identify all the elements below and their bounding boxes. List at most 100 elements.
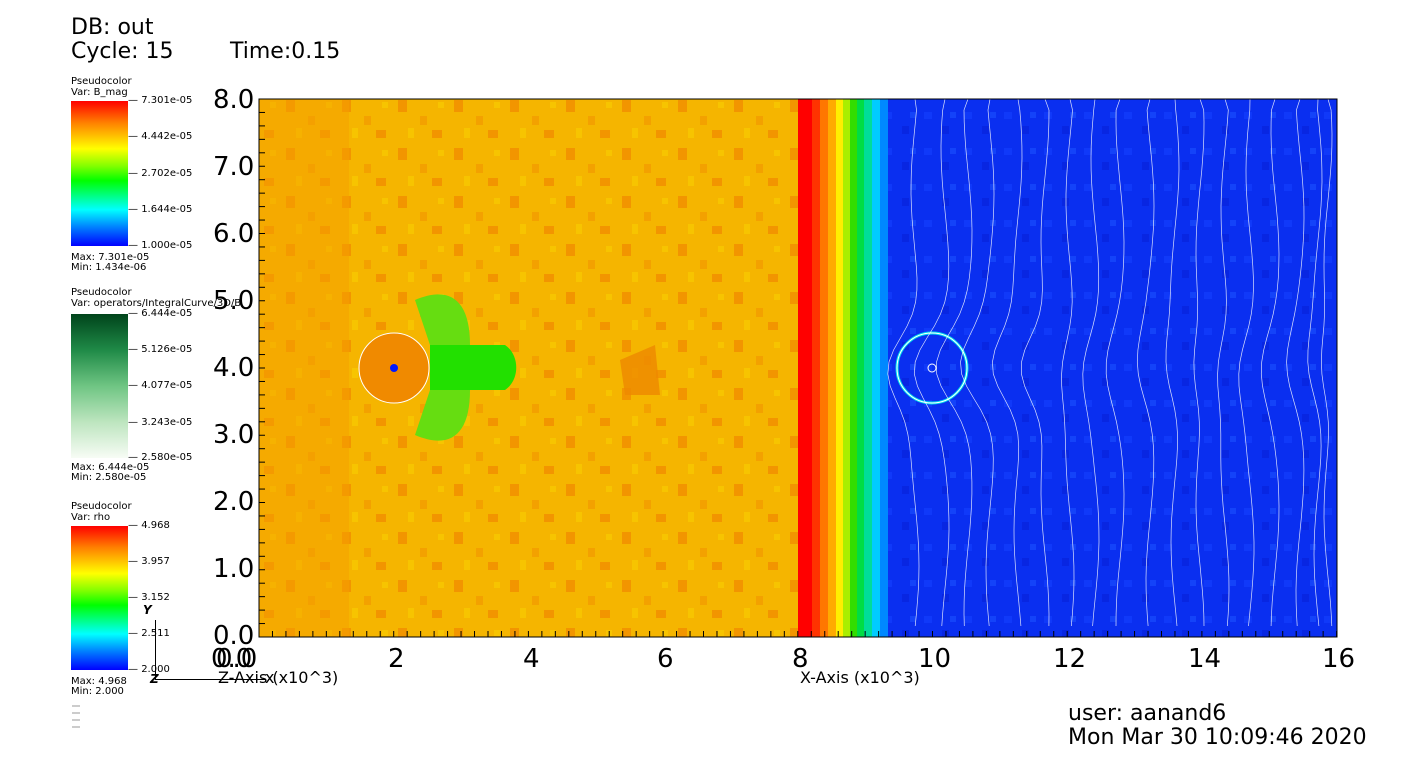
legend-tick: — 2.580e-05: [128, 452, 193, 463]
field-line: [887, 98, 920, 627]
legend-min: Min: 2.000: [71, 686, 124, 697]
triad-y-line: [155, 620, 156, 680]
field-line: [1193, 98, 1205, 627]
y-tick-label: 7.0: [213, 152, 255, 182]
field-line: [960, 98, 995, 627]
legend-artifact: [72, 712, 80, 714]
legend-tick: — 4.442e-05: [128, 131, 193, 142]
band: [820, 99, 828, 637]
field-line: [913, 98, 950, 627]
band: [864, 99, 872, 637]
y-tick-label: 2.0: [213, 487, 255, 517]
legend-colorbar: [71, 101, 128, 246]
legend-title: Pseudocolor: [71, 287, 132, 298]
legend-title: Pseudocolor: [71, 501, 132, 512]
database-label: DB: out: [71, 15, 154, 40]
z-axis-extra: x: [265, 668, 275, 687]
x-tick-label: 16: [1322, 644, 1356, 674]
y-tick-label: 8.0: [213, 85, 255, 115]
field-line: [1061, 98, 1075, 627]
band: [843, 99, 850, 637]
y-tick-label: 0.0: [213, 621, 255, 651]
triad-z-label: Z: [150, 672, 159, 686]
legend-tick: — 3.152: [128, 592, 170, 603]
x-tick-label: 14: [1188, 644, 1222, 674]
x-tick-label-overlap: 0.0: [211, 644, 253, 674]
x-tick-label: 10: [918, 644, 952, 674]
x-tick-label: 4: [523, 644, 540, 674]
triad-z-line: [155, 679, 265, 680]
band: [850, 99, 857, 637]
band: [872, 99, 880, 637]
y-tick-label: 4.0: [213, 353, 255, 383]
legend-var: Var: B_mag: [71, 87, 128, 98]
legend-tick: — 4.968: [128, 520, 170, 531]
legend-tick: — 1.644e-05: [128, 204, 193, 215]
legend-var: Var: operators/IntegralCurve/3D/B: [71, 298, 242, 309]
legend-tick: — 2.702e-05: [128, 168, 193, 179]
field-line: [1165, 98, 1180, 627]
legend-tick: — 6.444e-05: [128, 308, 193, 319]
integral-curves: [887, 98, 1333, 627]
bmag-sphere-outline: [896, 332, 968, 404]
orange-patch: [620, 345, 660, 395]
field-line: [1136, 98, 1155, 627]
legend-artifact: [72, 719, 80, 721]
green-wake: [430, 345, 517, 390]
field-line: [1286, 98, 1305, 627]
x-axis-minor-ticks: [258, 631, 1338, 637]
field-line: [1321, 98, 1333, 627]
green-lobe-top: [415, 294, 470, 345]
band: [836, 99, 843, 637]
legend-tick: — 5.126e-05: [128, 344, 193, 355]
bmag-field-noise: [888, 99, 1337, 637]
legend-min: Min: 2.580e-05: [71, 472, 147, 483]
legend-title: Pseudocolor: [71, 76, 132, 87]
legend-artifact: [72, 705, 80, 707]
legend-min: Min: 1.434e-06: [71, 262, 147, 273]
y-tick-label: 5.0: [213, 286, 255, 316]
triad-y-label: Y: [143, 603, 152, 617]
legend-tick: — 3.243e-05: [128, 417, 193, 428]
field-line: [936, 98, 973, 627]
band: [857, 99, 864, 637]
field-line: [1082, 98, 1100, 627]
rho-field-shade: [259, 99, 349, 637]
legend-artifact: [72, 726, 80, 728]
cycle-label: Cycle: 15: [71, 39, 174, 64]
field-line: [1021, 98, 1050, 627]
legend-max: Max: 6.444e-05: [71, 462, 150, 473]
x-tick-label: 6: [657, 644, 674, 674]
band: [812, 99, 820, 637]
band-red: [798, 99, 812, 637]
legend-tick: — 3.957: [128, 556, 170, 567]
z-axis-title: Z-Axis (x10^3): [218, 668, 339, 687]
legend-tick: — 4.077e-05: [128, 380, 193, 391]
y-tick-label: 6.0: [213, 219, 255, 249]
sphere-outline: [358, 332, 430, 404]
field-line: [1105, 98, 1125, 627]
legend-colorbar: [71, 314, 128, 458]
bmag-sphere-core: [927, 363, 937, 373]
x-tick-label: 2: [388, 644, 405, 674]
legend-colorbar: [71, 526, 128, 670]
y-tick-label: 1.0: [213, 554, 255, 584]
sphere-core: [390, 364, 398, 372]
date-label: Mon Mar 30 10:09:46 2020: [1068, 725, 1367, 750]
field-line: [1238, 98, 1255, 627]
legend-tick: — 1.000e-05: [128, 240, 193, 251]
field-line: [992, 98, 1023, 627]
legend-tick: — 7.301e-05: [128, 95, 193, 106]
user-label: user: aanand6: [1068, 701, 1227, 726]
band: [880, 99, 888, 637]
x-tick-label-overlap: 0.0: [216, 644, 258, 674]
legend-max: Max: 7.301e-05: [71, 252, 150, 263]
field-line: [1260, 98, 1280, 627]
x-tick-label: 12: [1053, 644, 1087, 674]
legend-var: Var: rho: [71, 512, 111, 523]
y-axis-minor-ticks: [259, 98, 265, 625]
field-line: [1307, 98, 1323, 627]
time-label: Time:0.15: [230, 39, 341, 64]
x-axis-title: X-Axis (x10^3): [800, 668, 920, 687]
